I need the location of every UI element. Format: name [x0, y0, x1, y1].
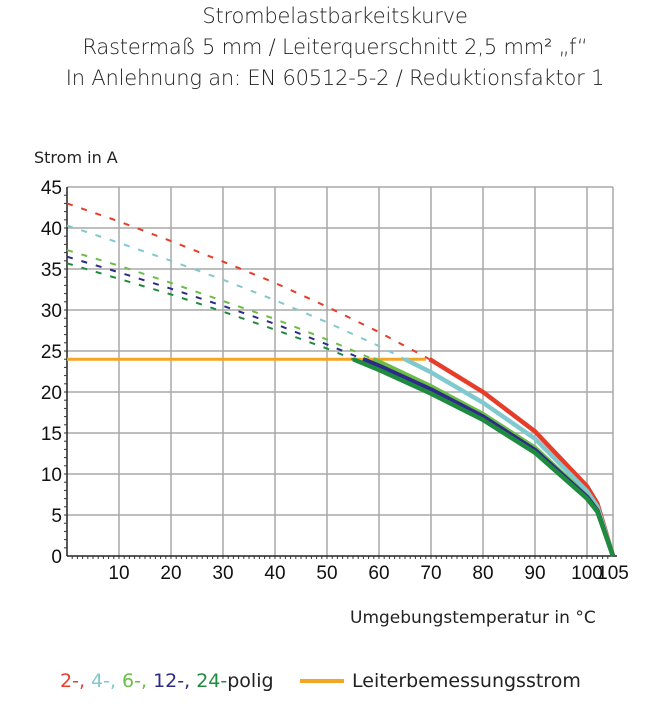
y-tick-label: 15 [41, 424, 62, 445]
x-tick-label: 40 [264, 563, 285, 584]
x-tick-label: 90 [524, 563, 545, 584]
chart-subtitle: Rastermaß 5 mm / Leiterquerschnitt 2,5 m… [82, 35, 588, 59]
y-tick-label: 35 [41, 260, 62, 281]
legend-part: 24- [190, 670, 228, 692]
x-tick-label: 100 [571, 563, 603, 584]
series-24-dashed-line [66, 262, 354, 361]
series-24-solid-line [352, 357, 616, 557]
series-12-dashed-line [66, 255, 364, 361]
y-tick-label: 25 [41, 342, 62, 363]
legend-series: 2-, 4-, 6-, 12-, 24-polig [60, 670, 274, 692]
series-6-solid-line [372, 357, 616, 557]
legend-part: polig [227, 670, 274, 692]
y-axis-label: Strom in A [34, 148, 118, 167]
series-2-dashed-line [66, 202, 430, 361]
y-tick-label: 40 [41, 219, 62, 240]
x-axis-label: Umgebungstemperatur in °C [350, 608, 596, 628]
legend-part: 4-, [84, 670, 117, 692]
legend-swatch-orange [300, 679, 344, 683]
legend-part: 2-, [60, 670, 85, 692]
x-tick-label: 10 [108, 563, 129, 584]
legend-part: 6-, [116, 670, 148, 692]
y-tick-label: 10 [41, 465, 62, 486]
x-tick-label: 30 [212, 563, 233, 584]
y-tick-label: 30 [41, 301, 62, 322]
x-tick-label: 50 [316, 563, 337, 584]
series-4-dashed-line [66, 224, 406, 361]
chart-standard-note: In Anlehnung an: EN 60512-5-2 / Reduktio… [65, 66, 605, 90]
x-tick-label: 60 [368, 563, 389, 584]
legend-rated-current: Leiterbemessungsstrom [300, 670, 581, 692]
y-tick-label: 5 [51, 506, 62, 527]
y-tick-label: 20 [41, 383, 62, 404]
legend-part: 12-, [147, 670, 191, 692]
x-tick-label: 70 [420, 563, 441, 584]
chart-title: Strombelastbarkeitskurve [202, 4, 468, 28]
y-tick-label: 0 [51, 547, 62, 568]
legend-rated-label: Leiterbemessungsstrom [352, 670, 581, 692]
series-6-dashed-line [66, 249, 374, 361]
x-tick-label: 20 [160, 563, 181, 584]
x-tick-label: 80 [472, 563, 493, 584]
y-tick-label: 45 [41, 178, 62, 199]
series-12-solid-line [362, 357, 616, 557]
x-tick-label: 105 [597, 563, 629, 584]
